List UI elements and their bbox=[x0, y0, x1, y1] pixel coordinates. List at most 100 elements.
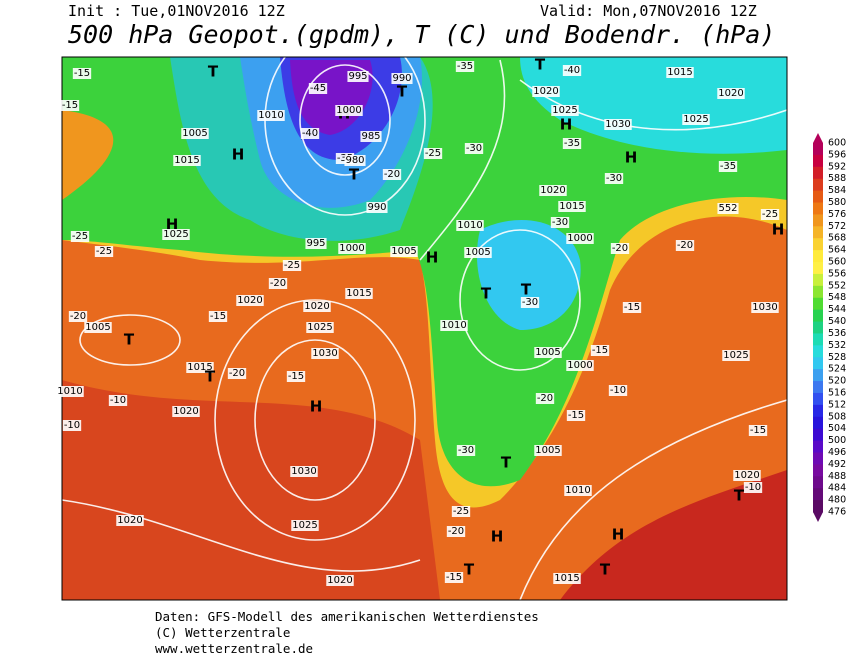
contour-label-box bbox=[566, 233, 594, 244]
contour-label: -20 bbox=[448, 526, 464, 537]
contour-label: 995 bbox=[348, 71, 367, 82]
contour-label: 552 bbox=[718, 203, 737, 214]
contour-label: 1015 bbox=[346, 288, 371, 299]
contour-label: -20 bbox=[537, 393, 553, 404]
contour-label-box bbox=[84, 322, 112, 333]
contour-label-box bbox=[464, 143, 484, 154]
colorbar-bottom-cap bbox=[813, 512, 823, 522]
colorbar-tick-label: 592 bbox=[828, 161, 846, 172]
contour-label-box bbox=[172, 406, 200, 417]
colorbar-segment bbox=[813, 297, 823, 311]
colorbar-tick-label: 584 bbox=[828, 185, 846, 196]
contour-label: -20 bbox=[677, 240, 693, 251]
contour-label: 1025 bbox=[292, 520, 317, 531]
footer-source: Daten: GFS-Modell des amerikanischen Wet… bbox=[155, 609, 539, 624]
pressure-center: T bbox=[501, 454, 512, 472]
colorbar-segment bbox=[813, 464, 823, 477]
contour-label: -15 bbox=[288, 371, 304, 382]
contour-label: 1030 bbox=[291, 466, 316, 477]
contour-label-box bbox=[464, 247, 492, 258]
contour-label-box bbox=[722, 350, 750, 361]
colorbar-segment bbox=[813, 392, 823, 406]
contour-label-box bbox=[306, 322, 334, 333]
contour-label: 1000 bbox=[567, 360, 592, 371]
colorbar-segment bbox=[813, 440, 823, 453]
colorbar-segment bbox=[813, 154, 823, 168]
contour-label-box bbox=[181, 128, 209, 139]
contour-label-box bbox=[539, 185, 567, 196]
colorbar-tick-label: 572 bbox=[828, 221, 846, 232]
pressure-center: T bbox=[124, 331, 135, 349]
contour-label: 985 bbox=[361, 131, 380, 142]
colorbar-segment bbox=[813, 428, 823, 442]
pressure-center: T bbox=[397, 83, 408, 101]
colorbar-tick-label: 576 bbox=[828, 209, 846, 220]
colorbar-tick-label: 544 bbox=[828, 304, 846, 315]
contour-label: 1025 bbox=[683, 114, 708, 125]
contour-label-box bbox=[303, 301, 331, 312]
colorbar-tick-label: 516 bbox=[828, 387, 846, 398]
contour-label-box bbox=[622, 302, 642, 313]
footer-copyright: (C) Wetterzentrale bbox=[155, 625, 291, 640]
contour-label-box bbox=[562, 65, 582, 76]
init-time: Init : Tue,01NOV2016 12Z bbox=[68, 2, 285, 20]
colorbar-segment bbox=[813, 190, 823, 204]
colorbar-segment bbox=[813, 262, 823, 275]
contour-label: 995 bbox=[306, 238, 325, 249]
contour-label-box bbox=[748, 425, 768, 436]
contour-label-box bbox=[532, 86, 560, 97]
contour-label: -15 bbox=[210, 311, 226, 322]
map-title: 500 hPa Geopot.(gpdm), T (C) und Bodendr… bbox=[68, 20, 776, 49]
contour-label-box bbox=[608, 385, 628, 396]
contour-label: 1010 bbox=[441, 320, 466, 331]
contour-label-box bbox=[444, 572, 464, 583]
contour-label-box bbox=[604, 119, 632, 130]
contour-label-box bbox=[268, 278, 288, 289]
colorbar-segment bbox=[813, 345, 823, 358]
contour-label: 1015 bbox=[559, 201, 584, 212]
contour-label: -25 bbox=[762, 209, 778, 220]
colorbar-segment bbox=[813, 285, 823, 299]
contour-label-box bbox=[751, 302, 779, 313]
contour-label-box bbox=[291, 520, 319, 531]
contour-label-box bbox=[566, 410, 586, 421]
colorbar-segment bbox=[813, 309, 823, 323]
contour-label-box bbox=[733, 470, 761, 481]
colorbar-tick-label: 536 bbox=[828, 328, 846, 339]
contour-label: 1025 bbox=[307, 322, 332, 333]
colorbar-tick-label: 524 bbox=[828, 364, 846, 375]
contour-label: 1000 bbox=[336, 105, 361, 116]
pressure-center: H bbox=[560, 116, 573, 134]
colorbar-segment bbox=[813, 273, 823, 287]
pressure-center: H bbox=[772, 221, 785, 239]
contour-label: 1005 bbox=[535, 445, 560, 456]
contour-label: 1020 bbox=[117, 515, 142, 526]
contour-label: -30 bbox=[522, 297, 538, 308]
colorbar-top-cap bbox=[813, 133, 823, 143]
contour-label: -30 bbox=[552, 217, 568, 228]
contour-label-box bbox=[590, 345, 610, 356]
contour-label: -25 bbox=[453, 506, 469, 517]
colorbar-tick-label: 520 bbox=[828, 376, 846, 387]
colorbar-tick-label: 480 bbox=[828, 495, 846, 506]
footer-url: www.wetterzentrale.de bbox=[155, 641, 314, 656]
colorbar-tick-label: 548 bbox=[828, 292, 846, 303]
contour-label: 1010 bbox=[565, 485, 590, 496]
colorbar-tick-label: 588 bbox=[828, 173, 846, 184]
pressure-center: T bbox=[208, 63, 219, 81]
colorbar-segment bbox=[813, 488, 823, 501]
contour-label: 1020 bbox=[304, 301, 329, 312]
contour-label: -10 bbox=[610, 385, 626, 396]
contour-label-box bbox=[717, 203, 739, 214]
pressure-center: T bbox=[481, 285, 492, 303]
contour-label: -20 bbox=[270, 278, 286, 289]
contour-label-box bbox=[344, 155, 366, 166]
contour-label-box bbox=[391, 73, 413, 84]
contour-label-box bbox=[257, 110, 285, 121]
contour-label-box bbox=[451, 506, 471, 517]
contour-label: -30 bbox=[466, 143, 482, 154]
contour-label-box bbox=[534, 347, 562, 358]
contour-label-box bbox=[604, 173, 624, 184]
